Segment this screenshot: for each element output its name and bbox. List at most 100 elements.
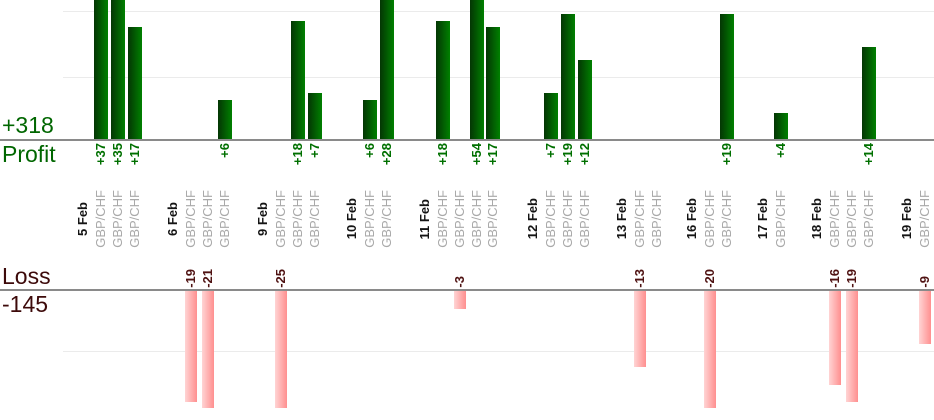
symbol-label: GBP/CHF [632, 185, 649, 253]
symbol-label-text: GBP/CHF [273, 190, 288, 248]
symbol-label-text: GBP/CHF [860, 190, 876, 248]
date-label: 13 Feb [614, 185, 631, 253]
symbol-label: GBP/CHF [860, 185, 877, 253]
loss-value-label: -21 [199, 269, 215, 288]
symbol-label: GBP/CHF [468, 185, 485, 253]
loss-value-label: -19 [183, 269, 198, 288]
date-label-text: 5 Feb [75, 202, 90, 236]
symbol-label-text: GBP/CHF [216, 190, 232, 248]
date-label-text: 13 Feb [614, 198, 629, 240]
profit-value-label: +37 [93, 143, 108, 166]
profit-bar [486, 27, 501, 139]
profit-value-label: +4 [773, 143, 788, 158]
date-label: 5 Feb [75, 185, 92, 253]
symbol-label: GBP/CHF [773, 185, 790, 253]
symbol-label-text: GBP/CHF [718, 190, 734, 248]
symbol-label-text: GBP/CHF [648, 190, 664, 248]
date-label: 6 Feb [165, 185, 182, 253]
date-label: 12 Feb [525, 185, 542, 253]
profit-value-label: +6 [216, 143, 232, 158]
symbol-label: GBP/CHF [378, 185, 395, 253]
date-label: 19 Feb [899, 185, 916, 253]
symbol-label: GBP/CHF [289, 185, 306, 253]
profit-value-label: +7 [543, 143, 558, 158]
symbol-label-text: GBP/CHF [126, 190, 142, 248]
symbol-label: GBP/CHF [435, 185, 452, 253]
loss-bar [275, 291, 287, 408]
loss-total-label: -145 [2, 291, 49, 317]
symbol-label: GBP/CHF [702, 185, 719, 253]
loss-bar [845, 291, 858, 403]
symbol-label-text: GBP/CHF [362, 190, 377, 248]
symbol-label-text: GBP/CHF [843, 190, 859, 248]
profit-bar [379, 0, 394, 139]
date-label-text: 12 Feb [525, 198, 540, 240]
profit-bar [436, 20, 450, 139]
symbol-label: GBP/CHF [648, 185, 665, 253]
profit-bar [290, 20, 305, 139]
loss-bar [634, 291, 646, 368]
symbol-label-text: GBP/CHF [559, 190, 575, 248]
symbol-label-text: GBP/CHF [93, 190, 108, 248]
symbol-label-text: GBP/CHF [485, 190, 501, 248]
loss-bar [829, 291, 841, 385]
loss-axis-line [0, 289, 934, 291]
profit-bar [94, 0, 108, 139]
loss-value-label: -3 [451, 276, 467, 288]
symbol-label: GBP/CHF [718, 185, 735, 253]
symbol-label-text: GBP/CHF [109, 190, 125, 248]
symbol-label-text: GBP/CHF [632, 190, 647, 248]
date-label-text: 11 Feb [417, 198, 432, 240]
profit-axis-label: Profit [2, 141, 56, 167]
symbol-label: GBP/CHF [199, 185, 216, 253]
loss-value-label: -9 [917, 276, 932, 288]
profit-gridline-20 [63, 11, 934, 12]
profit-bar [110, 0, 125, 139]
date-label-text: 6 Feb [165, 202, 180, 236]
profit-value-label: +28 [378, 143, 394, 166]
loss-value-label: -16 [827, 269, 842, 288]
symbol-label: GBP/CHF [451, 185, 468, 253]
symbol-label: GBP/CHF [183, 185, 200, 253]
symbol-label: GBP/CHF [93, 185, 110, 253]
symbol-label: GBP/CHF [485, 185, 502, 253]
symbol-label-text: GBP/CHF [451, 190, 467, 248]
profit-bar [307, 93, 322, 139]
loss-gridline-10 [63, 351, 934, 352]
date-label-text: 17 Feb [755, 198, 770, 240]
loss-bar [919, 291, 931, 344]
date-label: 16 Feb [684, 185, 701, 253]
profit-bar [127, 27, 142, 139]
symbol-label-text: GBP/CHF [543, 190, 558, 248]
profit-value-label: +19 [718, 143, 734, 166]
symbol-label: GBP/CHF [273, 185, 290, 253]
symbol-label-text: GBP/CHF [576, 190, 592, 248]
date-label-text: 9 Feb [255, 202, 270, 236]
loss-value-label: -19 [843, 269, 859, 288]
profit-bar [560, 14, 575, 139]
symbol-label-text: GBP/CHF [468, 190, 484, 248]
loss-bar [704, 291, 716, 408]
profit-value-label: +19 [559, 143, 575, 166]
symbol-label-text: GBP/CHF [199, 190, 215, 248]
loss-value-label: -25 [273, 269, 288, 288]
symbol-label-text: GBP/CHF [289, 190, 305, 248]
symbol-label: GBP/CHF [559, 185, 576, 253]
date-label-text: 10 Feb [344, 198, 359, 240]
loss-bar [185, 291, 197, 403]
profit-value-label: +7 [306, 143, 322, 158]
profit-value-label: +18 [435, 143, 450, 166]
date-label: 18 Feb [809, 185, 826, 253]
profit-bar [861, 47, 876, 139]
profit-value-label: +54 [468, 143, 484, 166]
symbol-label: GBP/CHF [576, 185, 593, 253]
profit-bar [363, 99, 377, 139]
symbol-label-text: GBP/CHF [306, 190, 322, 248]
profit-value-label: +12 [576, 143, 592, 166]
profit-bar [544, 93, 558, 139]
symbol-label-text: GBP/CHF [702, 190, 717, 248]
symbol-label-text: GBP/CHF [773, 190, 788, 248]
symbol-label: GBP/CHF [917, 185, 934, 253]
date-label: 9 Feb [255, 185, 272, 253]
loss-bar [453, 291, 466, 309]
